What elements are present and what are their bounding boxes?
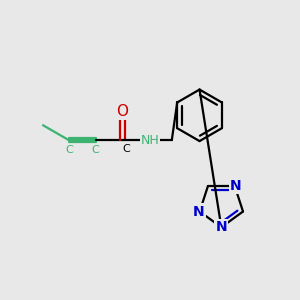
Text: C: C — [92, 145, 99, 155]
Text: N: N — [215, 220, 227, 234]
Text: C: C — [65, 145, 73, 155]
Text: O: O — [116, 104, 128, 119]
Text: NH: NH — [141, 134, 159, 147]
Text: N: N — [193, 205, 205, 218]
Text: C: C — [122, 144, 130, 154]
Text: N: N — [230, 179, 242, 193]
